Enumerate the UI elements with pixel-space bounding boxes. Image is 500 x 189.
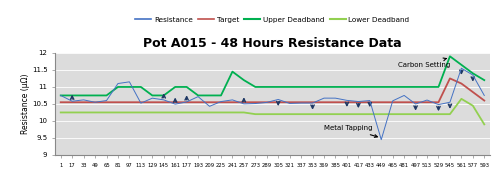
Legend: Resistance, Target, Upper Deadband, Lower Deadband: Resistance, Target, Upper Deadband, Lowe… xyxy=(132,14,412,26)
Text: Metal Tapping: Metal Tapping xyxy=(324,125,378,137)
Title: Pot A015 - 48 Hours Resistance Data: Pot A015 - 48 Hours Resistance Data xyxy=(143,37,402,50)
Text: Carbon Setting: Carbon Setting xyxy=(398,58,450,68)
Y-axis label: Resistance (μΩ): Resistance (μΩ) xyxy=(22,74,30,134)
